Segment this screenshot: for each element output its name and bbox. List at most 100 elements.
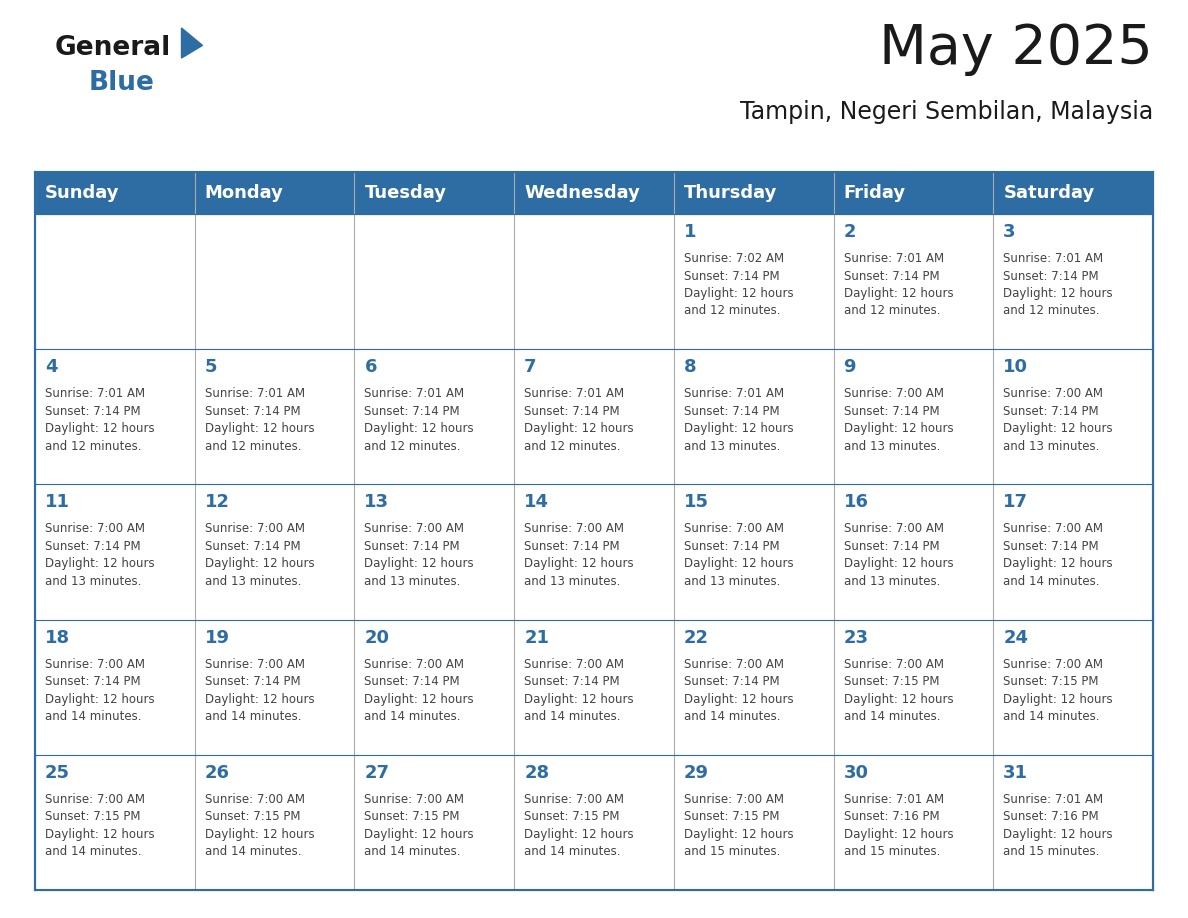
Text: Monday: Monday <box>204 184 284 202</box>
Text: Sunrise: 7:01 AM
Sunset: 7:16 PM
Daylight: 12 hours
and 15 minutes.: Sunrise: 7:01 AM Sunset: 7:16 PM Dayligh… <box>1004 793 1113 858</box>
Text: Sunrise: 7:00 AM
Sunset: 7:15 PM
Daylight: 12 hours
and 14 minutes.: Sunrise: 7:00 AM Sunset: 7:15 PM Dayligh… <box>204 793 315 858</box>
Text: Sunrise: 7:02 AM
Sunset: 7:14 PM
Daylight: 12 hours
and 12 minutes.: Sunrise: 7:02 AM Sunset: 7:14 PM Dayligh… <box>684 252 794 318</box>
Text: 21: 21 <box>524 629 549 646</box>
Text: Sunrise: 7:00 AM
Sunset: 7:15 PM
Daylight: 12 hours
and 14 minutes.: Sunrise: 7:00 AM Sunset: 7:15 PM Dayligh… <box>843 657 953 723</box>
FancyBboxPatch shape <box>514 485 674 620</box>
Text: Tampin, Negeri Sembilan, Malaysia: Tampin, Negeri Sembilan, Malaysia <box>740 100 1154 124</box>
Text: Sunrise: 7:01 AM
Sunset: 7:14 PM
Daylight: 12 hours
and 12 minutes.: Sunrise: 7:01 AM Sunset: 7:14 PM Dayligh… <box>45 387 154 453</box>
Text: Blue: Blue <box>89 70 154 96</box>
Text: 9: 9 <box>843 358 857 376</box>
FancyBboxPatch shape <box>34 620 195 755</box>
FancyBboxPatch shape <box>674 349 834 485</box>
Text: 31: 31 <box>1004 764 1029 782</box>
FancyBboxPatch shape <box>195 485 354 620</box>
Text: 5: 5 <box>204 358 217 376</box>
FancyBboxPatch shape <box>993 349 1154 485</box>
Text: Sunrise: 7:00 AM
Sunset: 7:14 PM
Daylight: 12 hours
and 14 minutes.: Sunrise: 7:00 AM Sunset: 7:14 PM Dayligh… <box>684 657 794 723</box>
Text: 22: 22 <box>684 629 709 646</box>
Text: General: General <box>55 35 171 61</box>
Text: Wednesday: Wednesday <box>524 184 640 202</box>
FancyBboxPatch shape <box>834 485 993 620</box>
Text: Sunrise: 7:00 AM
Sunset: 7:14 PM
Daylight: 12 hours
and 13 minutes.: Sunrise: 7:00 AM Sunset: 7:14 PM Dayligh… <box>204 522 315 588</box>
Text: Sunrise: 7:00 AM
Sunset: 7:14 PM
Daylight: 12 hours
and 13 minutes.: Sunrise: 7:00 AM Sunset: 7:14 PM Dayligh… <box>684 522 794 588</box>
Text: Thursday: Thursday <box>684 184 777 202</box>
FancyBboxPatch shape <box>674 214 834 349</box>
FancyBboxPatch shape <box>674 485 834 620</box>
FancyBboxPatch shape <box>34 349 195 485</box>
Text: 12: 12 <box>204 493 229 511</box>
Text: Sunrise: 7:01 AM
Sunset: 7:14 PM
Daylight: 12 hours
and 12 minutes.: Sunrise: 7:01 AM Sunset: 7:14 PM Dayligh… <box>1004 252 1113 318</box>
Text: 19: 19 <box>204 629 229 646</box>
Text: 15: 15 <box>684 493 709 511</box>
Text: 7: 7 <box>524 358 537 376</box>
Text: Sunrise: 7:00 AM
Sunset: 7:15 PM
Daylight: 12 hours
and 14 minutes.: Sunrise: 7:00 AM Sunset: 7:15 PM Dayligh… <box>524 793 633 858</box>
Text: Sunrise: 7:01 AM
Sunset: 7:14 PM
Daylight: 12 hours
and 12 minutes.: Sunrise: 7:01 AM Sunset: 7:14 PM Dayligh… <box>524 387 633 453</box>
Text: Sunrise: 7:00 AM
Sunset: 7:14 PM
Daylight: 12 hours
and 14 minutes.: Sunrise: 7:00 AM Sunset: 7:14 PM Dayligh… <box>524 657 633 723</box>
FancyBboxPatch shape <box>354 485 514 620</box>
Text: Sunrise: 7:00 AM
Sunset: 7:15 PM
Daylight: 12 hours
and 14 minutes.: Sunrise: 7:00 AM Sunset: 7:15 PM Dayligh… <box>45 793 154 858</box>
Text: Sunrise: 7:01 AM
Sunset: 7:14 PM
Daylight: 12 hours
and 12 minutes.: Sunrise: 7:01 AM Sunset: 7:14 PM Dayligh… <box>365 387 474 453</box>
Text: Sunrise: 7:00 AM
Sunset: 7:14 PM
Daylight: 12 hours
and 14 minutes.: Sunrise: 7:00 AM Sunset: 7:14 PM Dayligh… <box>204 657 315 723</box>
Text: 14: 14 <box>524 493 549 511</box>
Text: 28: 28 <box>524 764 549 782</box>
FancyBboxPatch shape <box>834 755 993 890</box>
FancyBboxPatch shape <box>354 620 514 755</box>
FancyBboxPatch shape <box>354 214 514 349</box>
FancyBboxPatch shape <box>514 349 674 485</box>
FancyBboxPatch shape <box>195 349 354 485</box>
Text: 13: 13 <box>365 493 390 511</box>
Text: Sunrise: 7:00 AM
Sunset: 7:14 PM
Daylight: 12 hours
and 13 minutes.: Sunrise: 7:00 AM Sunset: 7:14 PM Dayligh… <box>843 387 953 453</box>
FancyBboxPatch shape <box>195 755 354 890</box>
FancyBboxPatch shape <box>195 620 354 755</box>
FancyBboxPatch shape <box>34 755 195 890</box>
Text: 25: 25 <box>45 764 70 782</box>
FancyBboxPatch shape <box>993 485 1154 620</box>
FancyBboxPatch shape <box>354 755 514 890</box>
Text: Sunrise: 7:00 AM
Sunset: 7:14 PM
Daylight: 12 hours
and 13 minutes.: Sunrise: 7:00 AM Sunset: 7:14 PM Dayligh… <box>45 522 154 588</box>
Text: Sunrise: 7:00 AM
Sunset: 7:14 PM
Daylight: 12 hours
and 13 minutes.: Sunrise: 7:00 AM Sunset: 7:14 PM Dayligh… <box>365 522 474 588</box>
Text: Saturday: Saturday <box>1004 184 1094 202</box>
Text: Sunrise: 7:00 AM
Sunset: 7:15 PM
Daylight: 12 hours
and 15 minutes.: Sunrise: 7:00 AM Sunset: 7:15 PM Dayligh… <box>684 793 794 858</box>
Text: 20: 20 <box>365 629 390 646</box>
Text: Sunrise: 7:00 AM
Sunset: 7:14 PM
Daylight: 12 hours
and 13 minutes.: Sunrise: 7:00 AM Sunset: 7:14 PM Dayligh… <box>1004 387 1113 453</box>
Text: Tuesday: Tuesday <box>365 184 447 202</box>
Text: 8: 8 <box>684 358 696 376</box>
Text: 4: 4 <box>45 358 57 376</box>
Text: 23: 23 <box>843 629 868 646</box>
Text: Sunrise: 7:00 AM
Sunset: 7:15 PM
Daylight: 12 hours
and 14 minutes.: Sunrise: 7:00 AM Sunset: 7:15 PM Dayligh… <box>365 793 474 858</box>
FancyBboxPatch shape <box>674 755 834 890</box>
FancyBboxPatch shape <box>34 172 1154 214</box>
Text: 18: 18 <box>45 629 70 646</box>
FancyBboxPatch shape <box>354 349 514 485</box>
FancyBboxPatch shape <box>674 620 834 755</box>
Text: 27: 27 <box>365 764 390 782</box>
FancyBboxPatch shape <box>834 620 993 755</box>
Text: Sunday: Sunday <box>45 184 120 202</box>
Text: 6: 6 <box>365 358 377 376</box>
FancyBboxPatch shape <box>514 620 674 755</box>
Text: 29: 29 <box>684 764 709 782</box>
Text: Sunrise: 7:00 AM
Sunset: 7:14 PM
Daylight: 12 hours
and 14 minutes.: Sunrise: 7:00 AM Sunset: 7:14 PM Dayligh… <box>1004 522 1113 588</box>
Text: Sunrise: 7:00 AM
Sunset: 7:15 PM
Daylight: 12 hours
and 14 minutes.: Sunrise: 7:00 AM Sunset: 7:15 PM Dayligh… <box>1004 657 1113 723</box>
Text: Sunrise: 7:00 AM
Sunset: 7:14 PM
Daylight: 12 hours
and 14 minutes.: Sunrise: 7:00 AM Sunset: 7:14 PM Dayligh… <box>365 657 474 723</box>
Text: 26: 26 <box>204 764 229 782</box>
FancyBboxPatch shape <box>34 214 195 349</box>
Text: Sunrise: 7:01 AM
Sunset: 7:16 PM
Daylight: 12 hours
and 15 minutes.: Sunrise: 7:01 AM Sunset: 7:16 PM Dayligh… <box>843 793 953 858</box>
Text: Sunrise: 7:00 AM
Sunset: 7:14 PM
Daylight: 12 hours
and 13 minutes.: Sunrise: 7:00 AM Sunset: 7:14 PM Dayligh… <box>524 522 633 588</box>
FancyBboxPatch shape <box>514 755 674 890</box>
Text: Sunrise: 7:01 AM
Sunset: 7:14 PM
Daylight: 12 hours
and 13 minutes.: Sunrise: 7:01 AM Sunset: 7:14 PM Dayligh… <box>684 387 794 453</box>
Text: 17: 17 <box>1004 493 1029 511</box>
Text: 30: 30 <box>843 764 868 782</box>
Text: 1: 1 <box>684 223 696 241</box>
FancyBboxPatch shape <box>993 214 1154 349</box>
FancyBboxPatch shape <box>34 485 195 620</box>
Text: 24: 24 <box>1004 629 1029 646</box>
Text: 11: 11 <box>45 493 70 511</box>
FancyBboxPatch shape <box>993 755 1154 890</box>
Text: Sunrise: 7:01 AM
Sunset: 7:14 PM
Daylight: 12 hours
and 12 minutes.: Sunrise: 7:01 AM Sunset: 7:14 PM Dayligh… <box>204 387 315 453</box>
Text: 3: 3 <box>1004 223 1016 241</box>
Polygon shape <box>182 28 202 58</box>
Text: Friday: Friday <box>843 184 905 202</box>
Text: 10: 10 <box>1004 358 1029 376</box>
Text: Sunrise: 7:01 AM
Sunset: 7:14 PM
Daylight: 12 hours
and 12 minutes.: Sunrise: 7:01 AM Sunset: 7:14 PM Dayligh… <box>843 252 953 318</box>
